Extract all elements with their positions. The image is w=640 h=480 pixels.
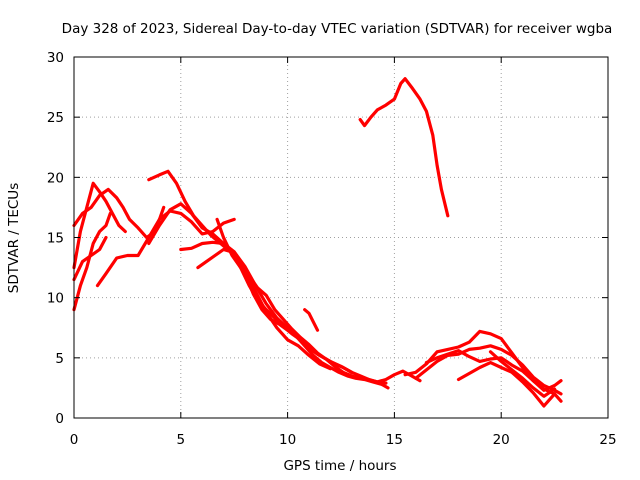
y-tick-label: 5 — [55, 351, 64, 367]
y-tick-label: 20 — [47, 170, 64, 186]
series-track-16 — [456, 361, 557, 408]
series-track-6 — [147, 169, 390, 390]
series-track-2 — [72, 181, 127, 270]
x-axis-label: GPS time / hours — [283, 458, 396, 474]
data-series — [72, 77, 563, 408]
series-track-1 — [72, 187, 166, 240]
y-tick-label: 0 — [55, 411, 64, 427]
x-tick-label: 20 — [493, 432, 510, 448]
y-tick-label: 15 — [47, 231, 64, 247]
x-tick-label: 0 — [70, 432, 79, 448]
series-track-4 — [72, 211, 112, 312]
y-tick-label: 30 — [47, 50, 64, 66]
y-axis-label: SDTVAR / TECUs — [6, 183, 22, 293]
grid — [74, 57, 608, 418]
x-tick-label: 15 — [386, 432, 403, 448]
series-track-17 — [488, 350, 557, 398]
chart-title: Day 328 of 2023, Sidereal Day-to-day VTE… — [62, 21, 613, 37]
series-track-10 — [215, 217, 388, 385]
y-tick-label: 25 — [47, 110, 64, 126]
series-track-8 — [179, 240, 332, 371]
series-track-14 — [414, 344, 563, 396]
y-tick-label: 10 — [47, 291, 64, 307]
x-tick-label: 10 — [279, 432, 296, 448]
series-track-11 — [303, 308, 320, 332]
x-tick-label: 5 — [177, 432, 186, 448]
x-tick-label: 25 — [599, 432, 616, 448]
series-track-12 — [358, 77, 450, 218]
axis-ticks: 0 5 10 15 20 25 0 5 10 15 20 25 30 — [47, 50, 617, 448]
